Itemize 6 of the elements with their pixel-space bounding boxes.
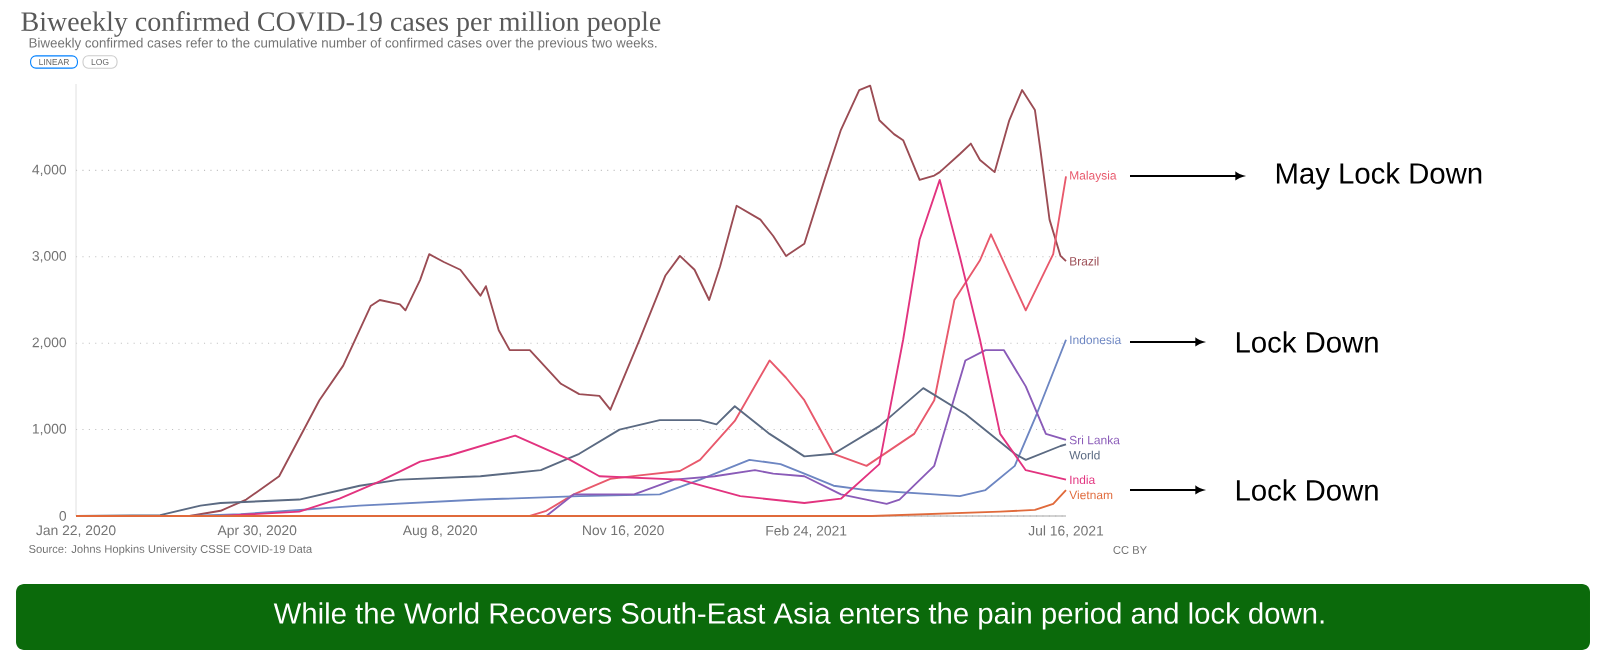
line-series [75,489,1067,517]
text: While the World Recovers South-East Asia enters the pain period and lock down. [273,602,1324,630]
text: Lock Down [1236,479,1378,501]
text: Lock Down [1236,331,1378,353]
chart-title: Biweekly confirmed COVID-19 cases per million people [21,11,661,37]
text: May Lock Down [1276,162,1482,190]
